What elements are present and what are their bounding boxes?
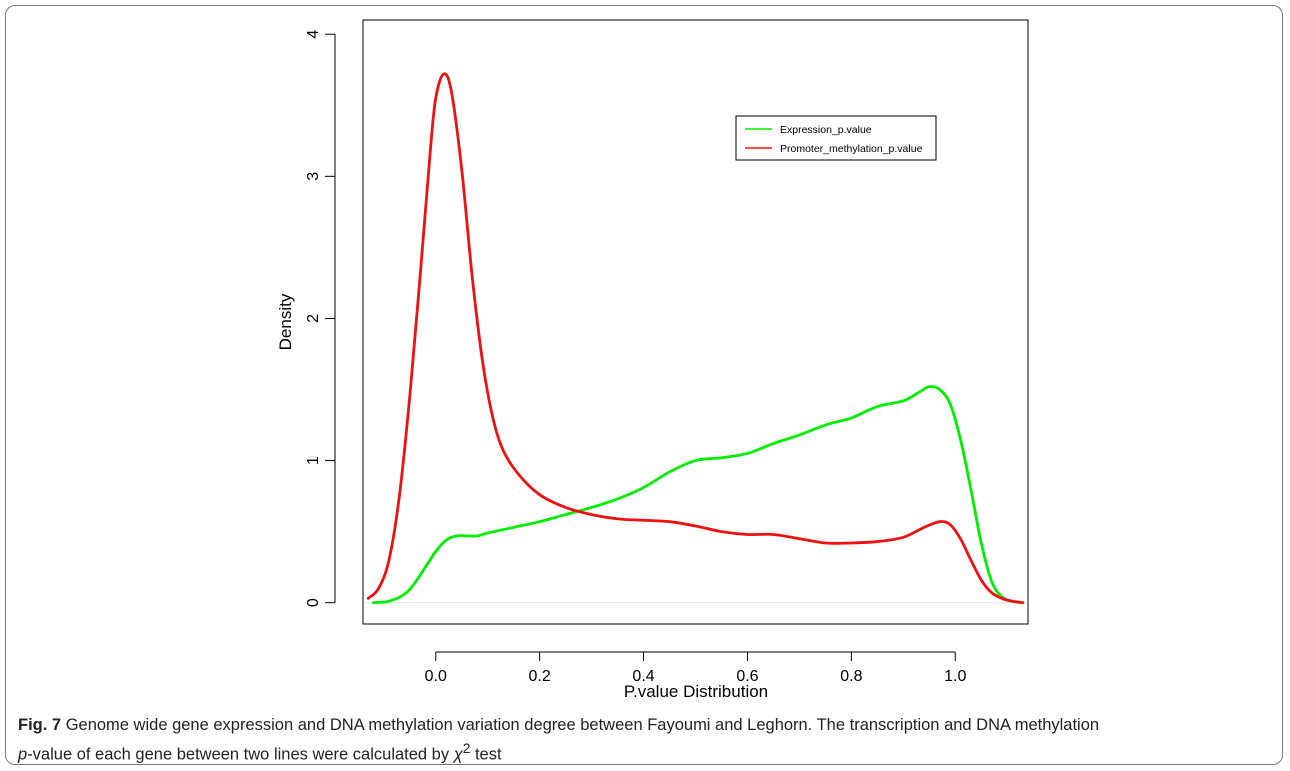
y-tick-label: 3 <box>305 172 322 181</box>
x-axis: 0.0 0.2 0.4 0.6 0.8 1.0 <box>425 651 966 685</box>
caption-line-2: p-value of each gene between two lines w… <box>18 737 1276 767</box>
y-tick-label: 1 <box>305 456 322 465</box>
caption-chi: χ <box>453 745 463 764</box>
density-plot: 0 1 2 3 4 0.0 0.2 0.4 0.6 0.8 1.0 Density P.value… <box>276 19 1029 701</box>
caption-text-2: -value of each gene between two lines we… <box>27 745 454 764</box>
x-tick-label: 0.6 <box>736 668 758 685</box>
legend-label: Expression_p.value <box>780 124 872 136</box>
x-tick-label: 0.8 <box>840 668 862 685</box>
x-tick-label: 0.2 <box>529 668 551 685</box>
series-line-expression-p-value <box>371 385 1025 605</box>
y-tick-label: 0 <box>305 598 322 607</box>
y-tick-label: 4 <box>305 30 322 39</box>
figure-frame <box>5 5 1283 765</box>
series-line-promoter-methylation-p-value <box>366 72 1025 605</box>
series-layer <box>365 72 1026 605</box>
y-axis: 0 1 2 3 4 <box>305 30 336 607</box>
caption-text-3: test <box>470 745 502 764</box>
caption-superscript: 2 <box>462 741 471 756</box>
caption-italic-p: p <box>18 745 28 764</box>
x-tick-label: 0.0 <box>425 668 447 685</box>
legend-label: Promoter_methylation_p.value <box>780 143 923 155</box>
y-tick-label: 2 <box>305 314 322 323</box>
x-tick-label: 1.0 <box>944 668 966 685</box>
legend-box <box>735 115 937 161</box>
legend: Expression_p.value Promoter_methylation_p… <box>735 115 937 161</box>
x-axis-label: P.value Distribution <box>624 682 768 701</box>
caption-line-1: Fig. 7 Genome wide gene expression and D… <box>18 714 1276 737</box>
figure-label: Fig. 7 <box>18 716 62 734</box>
plot-box <box>362 19 1029 625</box>
figure-caption: Fig. 7 Genome wide gene expression and D… <box>18 714 1276 767</box>
caption-text-1: Genome wide gene expression and DNA meth… <box>65 716 1100 734</box>
x-tick-label: 0.4 <box>632 668 654 685</box>
y-axis-label: Density <box>276 293 295 350</box>
